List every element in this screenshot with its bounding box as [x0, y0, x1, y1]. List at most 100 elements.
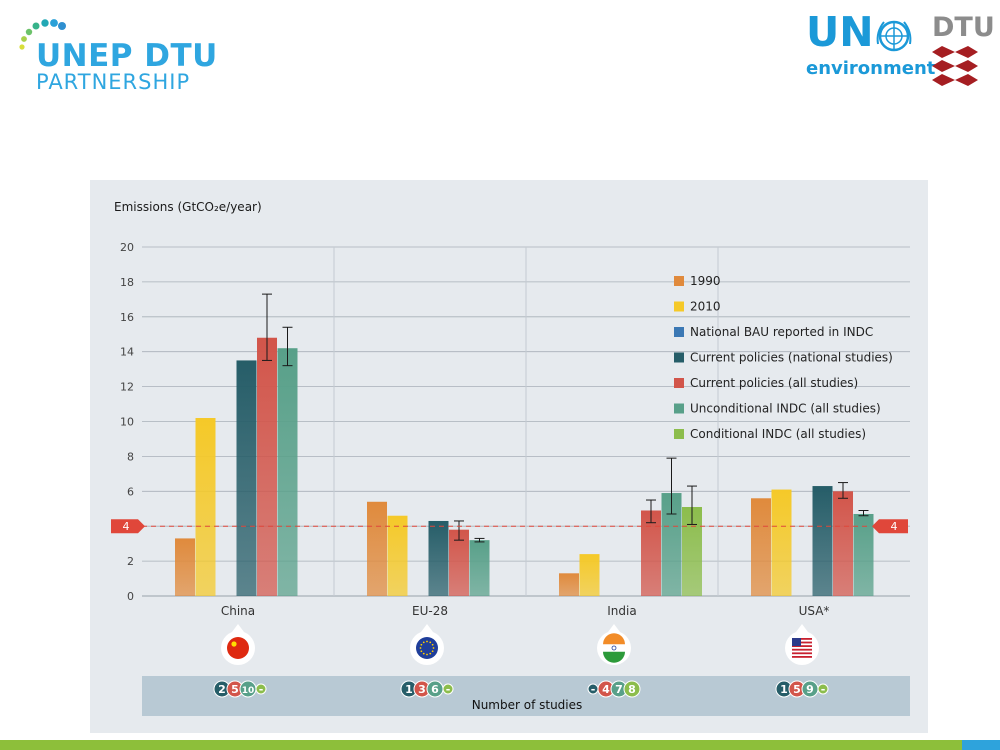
bar-cur_nat — [812, 486, 833, 596]
study-count-label: - — [259, 683, 264, 696]
india-chakra-icon — [611, 645, 617, 651]
bar-cur_all — [257, 337, 277, 596]
legend-label-cond: Conditional INDC (all studies) — [690, 427, 866, 441]
eu-star-icon — [422, 641, 425, 644]
un-emblem-icon — [876, 20, 912, 52]
bar-cur_all — [833, 491, 853, 596]
category-label: EU-28 — [412, 604, 448, 618]
bar-c2010 — [771, 489, 792, 596]
eu-star-icon — [420, 643, 423, 646]
bar-c2010 — [387, 515, 408, 596]
eu-star-icon — [429, 641, 432, 644]
bar-uncond — [469, 540, 490, 596]
y-tick-label: 14 — [120, 346, 134, 359]
bar-cur_nat — [428, 520, 449, 596]
study-count-label: 8 — [628, 683, 636, 696]
eu-star-icon — [429, 652, 432, 655]
study-count-label: - — [591, 683, 596, 696]
bar-uncond — [661, 493, 682, 596]
study-count-label: 9 — [806, 683, 814, 696]
eu-star-icon — [432, 647, 435, 649]
y-axis-label: Emissions (GtCO₂e/year) — [114, 200, 262, 214]
study-count-label: 3 — [418, 683, 426, 696]
usa-stripe — [792, 656, 812, 658]
eu-star-icon — [420, 650, 423, 653]
usa-stripe — [792, 641, 812, 644]
study-count-label: 4 — [602, 683, 610, 696]
study-count-label: - — [446, 683, 451, 696]
partnership-logo-text: PARTNERSHIP — [36, 70, 191, 94]
study-count-label: 10 — [242, 686, 255, 696]
legend-label-c1990: 1990 — [690, 274, 721, 288]
legend-label-cur_nat: Current policies (national studies) — [690, 351, 893, 365]
usa-stripe — [792, 648, 812, 651]
study-count-badge — [255, 683, 267, 695]
bar-cur_all — [641, 510, 661, 596]
eu-star-icon — [426, 653, 428, 656]
bar-cur_all — [449, 529, 469, 596]
usa-stripe — [792, 652, 812, 655]
legend-swatch-bau — [674, 327, 684, 337]
usa-canton — [792, 638, 801, 646]
bar-c1990 — [367, 501, 387, 596]
category-label: USA* — [799, 604, 830, 618]
eu-star-icon — [422, 652, 425, 655]
study-count-label: 7 — [615, 683, 623, 696]
india-saffron-band — [603, 633, 625, 645]
un-logo-text: UN — [806, 8, 874, 56]
y-tick-label: 0 — [127, 590, 134, 603]
flag-pointer — [232, 624, 244, 632]
reference-label-right: 4 — [891, 520, 898, 533]
y-tick-label: 16 — [120, 311, 134, 324]
bar-cur_nat — [236, 360, 257, 596]
study-count-label: 6 — [431, 683, 439, 696]
y-tick-label: 10 — [120, 416, 134, 429]
eu-star-icon — [431, 643, 434, 646]
bar-uncond — [853, 513, 874, 596]
study-count-label: 1 — [780, 683, 788, 696]
legend-swatch-cur_all — [674, 378, 684, 388]
reference-tag-left — [111, 519, 145, 534]
legend-label-bau: National BAU reported in INDC — [690, 325, 873, 339]
study-count-badge — [817, 683, 829, 695]
bar-cond — [682, 507, 702, 596]
legend-swatch-uncond — [674, 403, 684, 414]
y-tick-label: 8 — [127, 450, 134, 463]
eu-star-icon — [419, 647, 422, 649]
unep-dtu-logo-text: UNEP DTU — [36, 38, 218, 74]
study-count-label: 1 — [405, 683, 413, 696]
study-count-label: 5 — [231, 683, 239, 696]
category-label: India — [607, 604, 636, 618]
study-count-label: - — [821, 683, 826, 696]
legend-swatch-cur_nat — [674, 352, 684, 363]
study-count-label: 5 — [793, 683, 801, 696]
eu-star-icon — [431, 650, 434, 653]
study-count-label: 2 — [218, 683, 226, 696]
y-tick-label: 18 — [120, 276, 134, 289]
legend-label-c2010: 2010 — [690, 300, 721, 314]
bar-c1990 — [559, 573, 579, 596]
unep-dots-icon — [19, 19, 66, 50]
dtu-logo-text: DTU — [932, 12, 995, 43]
y-tick-label: 6 — [127, 485, 134, 498]
environment-logo-text: environment — [806, 58, 936, 79]
bar-c1990 — [751, 498, 771, 596]
eu-flag-icon — [416, 637, 438, 659]
category-label: China — [221, 604, 255, 618]
usa-stripe — [792, 638, 812, 640]
flag-pointer — [608, 624, 620, 632]
study-count-badge — [442, 683, 454, 695]
legend-label-cur_all: Current policies (all studies) — [690, 376, 858, 390]
legend-label-uncond: Unconditional INDC (all studies) — [690, 402, 881, 416]
study-count-badge — [623, 680, 641, 698]
dtu-emblem-icon — [932, 46, 978, 86]
footer-bar — [0, 740, 1000, 750]
legend-swatch-c1990 — [674, 276, 684, 286]
studies-label: Number of studies — [472, 698, 583, 712]
footer-accent — [962, 740, 1000, 750]
y-tick-label: 12 — [120, 381, 134, 394]
legend-swatch-cond — [674, 429, 684, 439]
eu-star-icon — [426, 640, 428, 643]
flag-pointer — [421, 624, 433, 632]
